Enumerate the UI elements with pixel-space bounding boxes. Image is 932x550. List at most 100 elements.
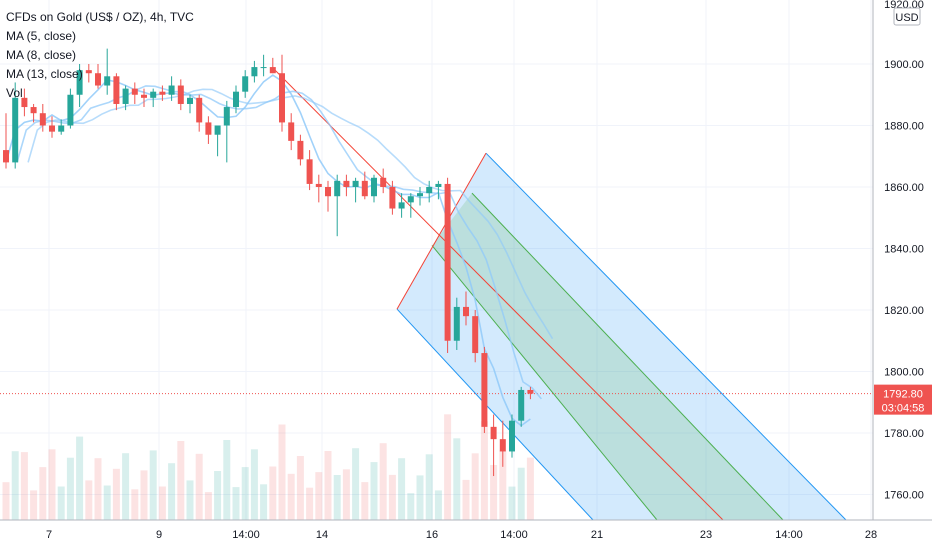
channel-fill-inner — [432, 193, 783, 520]
last-price-value: 1792.80 — [883, 389, 923, 401]
volume-bar — [352, 448, 360, 520]
volume-bar — [407, 493, 415, 520]
candle-body — [269, 67, 276, 74]
volume-bar — [260, 484, 268, 520]
ma-5-line — [5, 74, 531, 427]
candle-body — [389, 187, 396, 209]
volume-bar — [186, 480, 194, 520]
candle-body — [361, 180, 368, 197]
volume-bar — [39, 467, 47, 520]
legend-volume[interactable]: Vol — [6, 86, 23, 100]
volume-bar — [471, 453, 479, 520]
candle-body — [168, 85, 175, 95]
volume-bar — [168, 463, 176, 520]
candle-body — [472, 316, 479, 354]
volume-bar — [232, 487, 240, 520]
channel-upper-line — [485, 152, 847, 521]
candle-body — [444, 183, 451, 341]
volume-bar — [94, 458, 102, 520]
candle-body — [490, 426, 497, 440]
pitchfork-channel[interactable] — [274, 69, 847, 521]
candle-body — [325, 187, 331, 197]
volume-bar — [434, 490, 442, 520]
chart-legend: CFDs on Gold (US$ / OZ), 4h, TVC MA (5, … — [6, 8, 194, 103]
volume-bars — [2, 414, 534, 520]
candle-body — [334, 180, 341, 197]
time-tick-label: 21 — [591, 529, 603, 541]
volume-bar — [444, 414, 452, 520]
candle-body — [12, 97, 19, 163]
candle-body — [30, 107, 37, 114]
currency-label[interactable]: USD — [893, 7, 921, 26]
legend-ma8[interactable]: MA (8, close) — [6, 48, 77, 62]
channel-lower-line — [396, 308, 594, 521]
legend-ma5[interactable]: MA (5, close) — [6, 29, 77, 43]
volume-bar — [499, 450, 507, 520]
volume-bar — [122, 453, 130, 520]
candle-body — [214, 125, 221, 135]
candle-body — [527, 389, 534, 394]
volume-bar — [296, 456, 304, 520]
symbol-title[interactable]: CFDs on Gold (US$ / OZ), 4h, TVC — [6, 10, 194, 24]
candle-body — [463, 306, 469, 317]
volume-bar — [149, 450, 157, 520]
volume-bar — [158, 486, 166, 520]
volume-bar — [315, 472, 323, 520]
candle-body — [417, 193, 423, 197]
volume-bar — [306, 487, 314, 520]
candle-body — [233, 91, 239, 108]
candle-body — [288, 122, 295, 141]
volume-bar — [131, 489, 139, 520]
price-tick-label: 1900.00 — [884, 59, 924, 71]
candle-body — [481, 353, 488, 427]
volume-bar — [30, 490, 38, 520]
legend-ma13[interactable]: MA (13, close) — [6, 67, 83, 81]
volume-bar — [76, 436, 84, 520]
volume-bar — [48, 449, 56, 520]
volume-bar — [453, 438, 461, 520]
volume-bar — [526, 457, 534, 520]
volume-bar — [517, 467, 525, 520]
price-tick-label: 1820.00 — [884, 305, 924, 317]
time-axis[interactable]: 7 9 14:00 14 16 14:00 21 23 14:00 28 — [0, 519, 932, 541]
candle-body — [58, 125, 65, 132]
candle-body — [518, 389, 525, 421]
volume-bar — [20, 452, 28, 520]
candle-body — [67, 94, 74, 126]
volume-bar — [103, 485, 111, 520]
ma-13-line — [27, 88, 554, 340]
volume-bar — [85, 480, 93, 520]
volume-bar — [416, 475, 424, 520]
volume-bar — [241, 467, 249, 520]
price-axis[interactable]: 1900.00 1880.00 1860.00 1840.00 1820.00 1800.… — [872, 0, 924, 520]
candle-body — [113, 76, 120, 104]
bar-countdown: 03:04:58 — [882, 403, 925, 415]
time-tick-label: 14 — [316, 529, 328, 541]
candle-body — [205, 122, 212, 135]
price-tick-label: 1760.00 — [884, 490, 924, 502]
price-tick-label: 1860.00 — [884, 182, 924, 194]
time-tick-label: 14:00 — [500, 529, 528, 541]
volume-bar — [112, 468, 120, 520]
price-tick-label: 1880.00 — [884, 121, 924, 133]
candle-body — [76, 70, 83, 95]
volume-bar — [398, 458, 406, 520]
candle-body — [297, 140, 304, 160]
volume-bar — [195, 453, 203, 520]
volume-bar — [361, 482, 369, 520]
volume-bar — [379, 443, 387, 520]
candle-body — [39, 113, 46, 126]
volume-bar — [333, 475, 341, 520]
candle-body — [21, 97, 28, 108]
candle-body — [242, 76, 249, 92]
time-tick-label: 16 — [426, 529, 438, 541]
volume-bar — [177, 441, 185, 520]
candle-body — [371, 177, 377, 197]
candle-body — [196, 97, 203, 123]
candle-body — [223, 107, 230, 126]
candlesticks — [3, 48, 534, 477]
last-price-tag: 1792.80 03:04:58 — [874, 384, 932, 415]
candle-body — [499, 439, 506, 452]
pitchfork-handle-line — [396, 152, 487, 310]
